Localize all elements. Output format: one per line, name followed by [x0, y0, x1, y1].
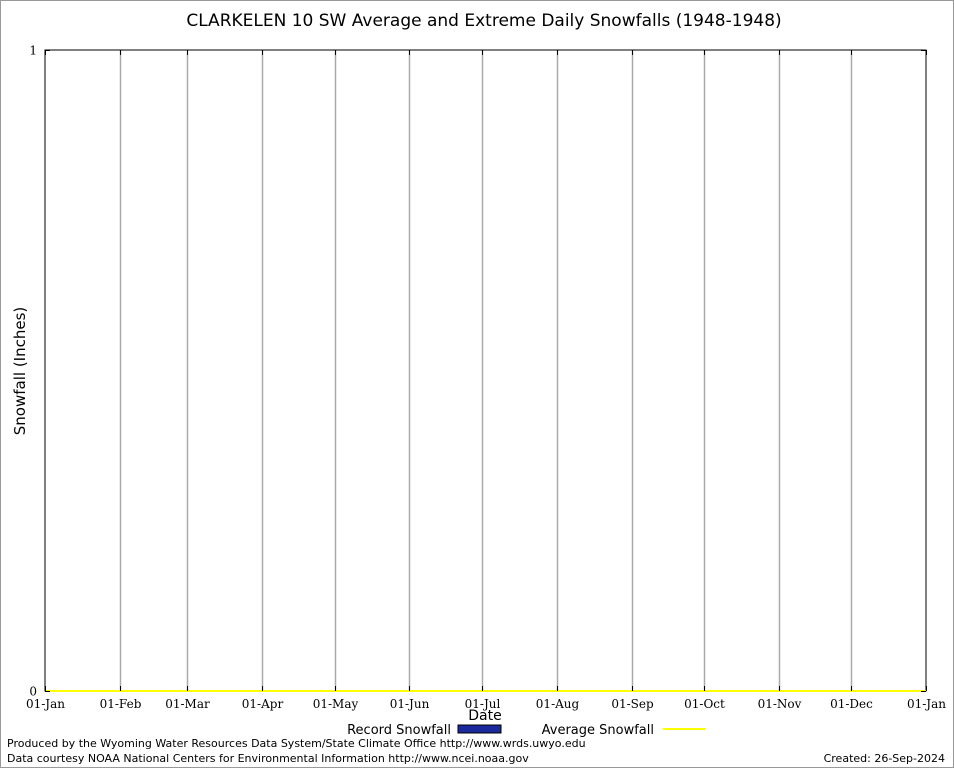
x-tick-label: 01-Jul	[465, 697, 501, 711]
x-tick-label: 01-Jun	[390, 697, 430, 711]
grid-lines	[119, 50, 853, 691]
footer-credit-ncei: Data courtesy NOAA National Centers for …	[7, 752, 529, 765]
legend-record-swatch	[457, 724, 502, 734]
legend-average-label: Average Snowfall	[542, 723, 654, 738]
x-tick-label: 01-Aug	[536, 697, 580, 711]
x-axis-label: Date	[468, 708, 501, 724]
y-axis-ticks: 01	[29, 44, 926, 699]
legend: Record Snowfall Average Snowfall	[347, 723, 706, 738]
footer-created-date: Created: 26-Sep-2024	[823, 752, 945, 765]
x-tick-label: 01-Feb	[100, 697, 142, 711]
x-tick-label: 01-Mar	[165, 697, 210, 711]
x-tick-label: 01-Nov	[758, 697, 802, 711]
x-tick-label: 01-May	[313, 697, 359, 711]
y-tick-label: 0	[29, 685, 37, 699]
footer-credit-wrds: Produced by the Wyoming Water Resources …	[7, 737, 586, 750]
legend-record-label: Record Snowfall	[347, 723, 451, 738]
x-tick-label: 01-Jan	[907, 697, 946, 711]
x-axis-ticks: 01-Jan 01-Feb 01-Mar 01-Apr 01-May 01-Jun 01-J…	[26, 50, 946, 711]
x-tick-label: 01-Jan	[26, 697, 65, 711]
x-tick-label: 01-Oct	[684, 697, 725, 711]
x-tick-label: 01-Apr	[242, 697, 284, 711]
x-tick-label: 01-Sep	[611, 697, 654, 711]
plot-area-border	[44, 49, 927, 692]
y-tick-label: 1	[29, 44, 37, 58]
x-tick-label: 01-Dec	[830, 697, 873, 711]
chart-title: CLARKELEN 10 SW Average and Extreme Dail…	[186, 11, 781, 31]
y-axis-label: Snowfall (Inches)	[11, 307, 29, 435]
